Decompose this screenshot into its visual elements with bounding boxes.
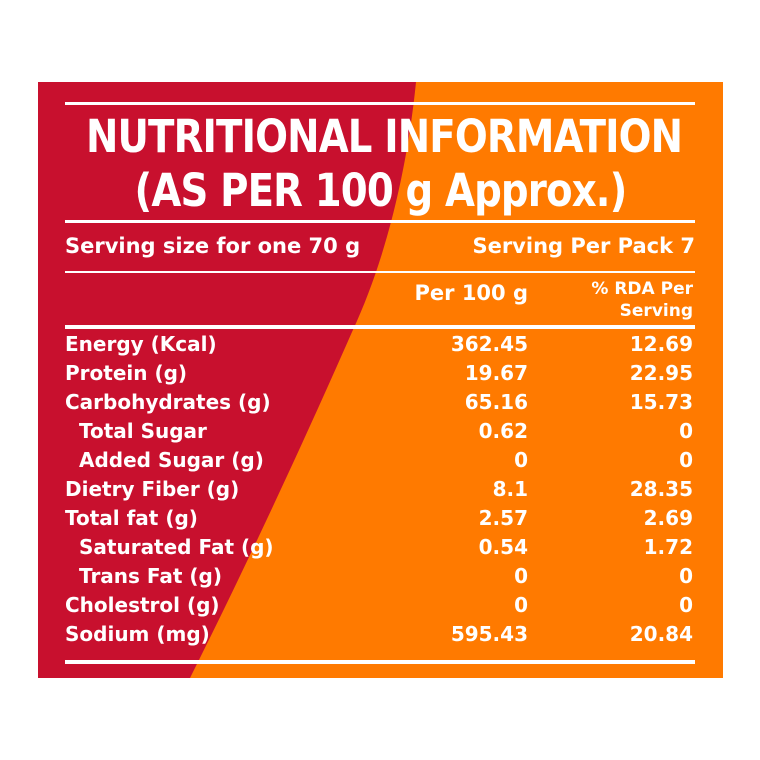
top-rule [65,102,695,105]
rda-value: 15.73 [629,390,693,414]
title-line-1: NUTRITIONAL INFORMATION [85,110,683,163]
nutrition-label: NUTRITIONAL INFORMATION (AS PER 100 g Ap… [38,82,723,678]
per-100g-value: 0 [514,593,528,617]
table-row: Sodium (mg) 595.43 20.84 [38,622,723,651]
header-rule [65,325,695,329]
nutrient-name: Trans Fat (g) [79,564,223,588]
per-100g-value: 65.16 [464,390,528,414]
nutrient-name: Cholestrol (g) [65,593,220,617]
nutrient-name: Saturated Fat (g) [79,535,274,559]
serving-size: Serving size for one 70 g [65,234,361,258]
nutrient-name: Energy (Kcal) [65,332,217,356]
per-100g-value: 595.43 [450,622,528,646]
column-header-rda-line2: Serving [619,301,693,321]
per-100g-value: 362.45 [450,332,528,356]
rda-value: 1.72 [643,535,693,559]
bottom-rule [65,660,695,664]
table-row: Carbohydrates (g) 65.16 15.73 [38,390,723,419]
per-100g-value: 19.67 [464,361,528,385]
table-row: Dietry Fiber (g) 8.1 28.35 [38,477,723,506]
rda-value: 0 [679,593,693,617]
rda-value: 0 [679,419,693,443]
per-100g-value: 0 [514,448,528,472]
column-header-rda-line1: % RDA Per [591,279,693,299]
per-100g-value: 0.62 [478,419,528,443]
nutrient-name: Total fat (g) [65,506,198,530]
serving-rule [65,271,695,273]
title-rule [65,220,695,223]
nutrient-name: Dietry Fiber (g) [65,477,240,501]
per-100g-value: 0 [514,564,528,588]
column-header-per-100g: Per 100 g [414,281,528,305]
nutrient-name: Protein (g) [65,361,188,385]
table-row: Total fat (g) 2.57 2.69 [38,506,723,535]
rda-value: 22.95 [629,361,693,385]
per-100g-value: 8.1 [492,477,528,501]
per-100g-value: 2.57 [478,506,528,530]
rda-value: 12.69 [629,332,693,356]
column-header-rda: % RDA Per Serving [591,278,693,322]
rda-value: 28.35 [629,477,693,501]
table-row: Saturated Fat (g) 0.54 1.72 [38,535,723,564]
table-row: Total Sugar 0.62 0 [38,419,723,448]
title-line-2: (AS PER 100 g Approx.) [134,164,628,217]
rda-value: 0 [679,448,693,472]
red-swoosh [38,82,416,678]
per-100g-value: 0.54 [478,535,528,559]
table-row: Cholestrol (g) 0 0 [38,593,723,622]
table-row: Added Sugar (g) 0 0 [38,448,723,477]
table-row: Energy (Kcal) 362.45 12.69 [38,332,723,361]
serving-per-pack: Serving Per Pack 7 [472,234,695,258]
rda-value: 20.84 [629,622,693,646]
table-row: Trans Fat (g) 0 0 [38,564,723,593]
nutrient-name: Sodium (mg) [65,622,210,646]
nutrient-name: Total Sugar [79,419,207,443]
nutrient-name: Added Sugar (g) [79,448,264,472]
label-background [38,82,723,678]
rda-value: 0 [679,564,693,588]
table-row: Protein (g) 19.67 22.95 [38,361,723,390]
rda-value: 2.69 [643,506,693,530]
nutrient-name: Carbohydrates (g) [65,390,271,414]
